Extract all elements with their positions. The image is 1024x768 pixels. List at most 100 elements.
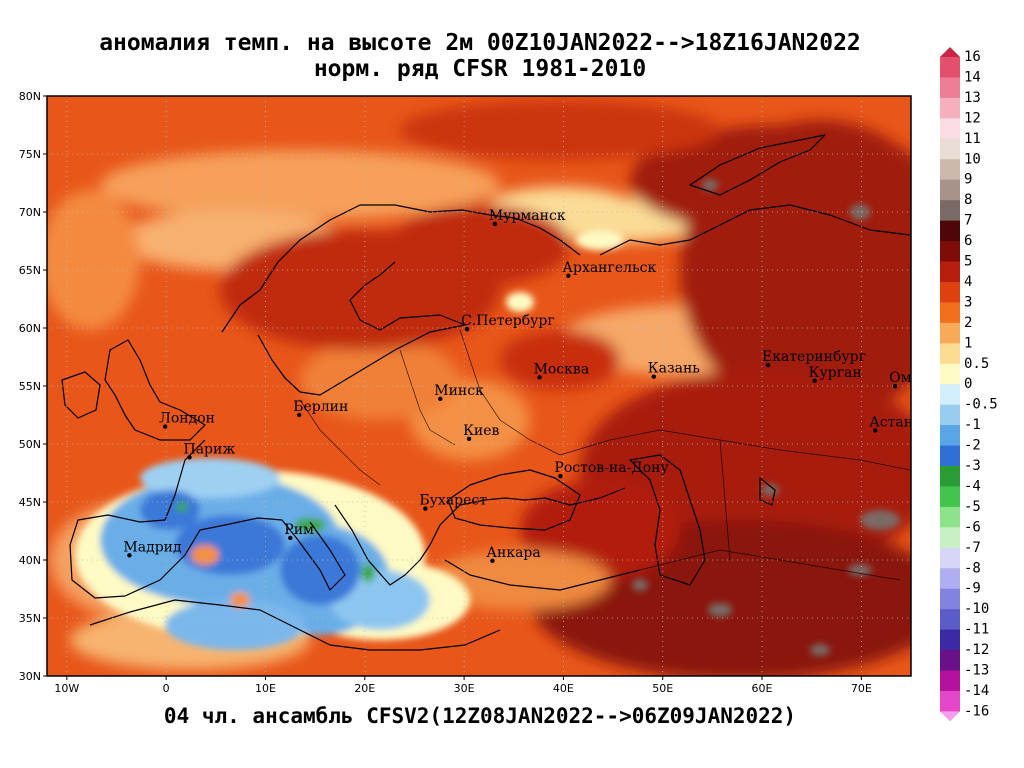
- lat-tick-label: 75N: [19, 148, 41, 161]
- city-label: Киев: [463, 423, 499, 439]
- lat-tick-label: 45N: [19, 496, 41, 509]
- city-marker: [288, 535, 293, 541]
- colorbar-label: 9: [964, 172, 972, 188]
- city-marker: [492, 221, 498, 227]
- city-marker: [566, 273, 571, 278]
- city-label: Бухарест: [419, 493, 487, 509]
- colorbar-label: 0: [964, 376, 972, 392]
- coastlines: [61, 134, 911, 651]
- colorbar-label: -6: [964, 519, 981, 535]
- colorbar-swatch: [940, 281, 960, 303]
- colorbar-swatch: [940, 547, 960, 569]
- anomaly-dark-russia: [500, 330, 620, 390]
- lon-tick-label: 10W: [54, 682, 79, 695]
- border-6: [719, 439, 731, 561]
- latitude-tick-labels: 30N 35N 40N 45N 50N 55N 60N 65N 70N 75N 80N: [19, 90, 47, 683]
- colorbar-label: -12: [964, 642, 989, 658]
- lat-tick-label: 70N: [19, 206, 41, 219]
- colorbar-swatch: [940, 77, 960, 99]
- coastline-ireland: [61, 371, 101, 419]
- border-5: [639, 549, 901, 581]
- coastline-arctic: [599, 204, 911, 256]
- anomaly-dark-barents: [390, 205, 570, 285]
- lat-tick-label: 35N: [19, 612, 41, 625]
- city-marker: [297, 412, 302, 418]
- lon-tick-label: 0: [163, 682, 170, 695]
- colorbar-label: 13: [964, 90, 981, 106]
- anomaly-brown-7: [848, 564, 872, 576]
- coastline-caspian: [629, 454, 706, 586]
- anomaly-dark-siberia-north: [630, 125, 911, 235]
- city-label: Москва: [534, 361, 590, 377]
- lon-tick-label: 40E: [553, 682, 574, 695]
- lon-tick-label: 10E: [255, 682, 276, 695]
- ensemble-footer: 04 чл. ансамбль CFSV2(12Z08JAN2022-->06Z…: [163, 704, 797, 728]
- colorbar-swatch: [940, 445, 960, 467]
- colorbar-label: 7: [964, 213, 972, 229]
- city-marker: [892, 384, 898, 389]
- anomaly-green-2: [361, 564, 375, 582]
- colorbar-swatch: [940, 506, 960, 528]
- city-label: Берлин: [293, 399, 348, 415]
- colorbar-swatch: [940, 486, 960, 508]
- country-borders: [299, 329, 911, 581]
- anomaly-brown-1: [850, 204, 870, 220]
- colorbar-swatch: [940, 404, 960, 426]
- city-marker: [438, 396, 443, 401]
- colorbar-label: -13: [964, 663, 989, 679]
- city-marker: [812, 378, 817, 383]
- city-label: Архангельск: [562, 260, 656, 276]
- colorbar-label: -4: [964, 478, 981, 494]
- anomaly-cold-france: [140, 458, 280, 498]
- colorbar-label: -9: [964, 581, 981, 597]
- colorbar-swatch: [940, 179, 960, 201]
- city-marker: [464, 326, 470, 332]
- city-label: Мурманск: [489, 208, 566, 224]
- colorbar-label: -14: [964, 683, 989, 699]
- colorbar-swatch: [940, 384, 960, 406]
- colorbar-bottom-arrow: [940, 711, 960, 722]
- colorbar-label: 11: [964, 131, 981, 147]
- colorbar-swatch: [940, 588, 960, 610]
- city-marker: [490, 558, 495, 564]
- anomaly-light-turkey: [430, 550, 610, 610]
- coastline-aral: [759, 477, 776, 506]
- city-label: Анкара: [486, 545, 540, 561]
- colorbar-swatch: [940, 650, 960, 671]
- lat-tick-label: 50N: [19, 438, 41, 451]
- colorbar-swatch: [940, 343, 960, 365]
- anomaly-brown-6: [632, 579, 648, 591]
- colorbar-label: 2: [964, 315, 972, 331]
- city-marker: [765, 362, 771, 368]
- anomaly-brown-5: [708, 603, 732, 617]
- coastline-novaya-zemlya: [689, 134, 826, 196]
- colorbar-swatch: [940, 670, 960, 692]
- colorbar-label: -16: [964, 703, 989, 719]
- city-label: Астана: [869, 414, 921, 430]
- colorbar-label: -7: [964, 540, 981, 556]
- lat-tick-label: 30N: [19, 670, 41, 683]
- colorbar-label: 10: [964, 151, 981, 167]
- city-marker: [423, 506, 428, 511]
- colorbar-swatch: [940, 220, 960, 242]
- colorbar-swatch: [940, 527, 960, 549]
- colorbar-swatch: [940, 159, 960, 181]
- title-line-2: норм. ряд CFSR 1981-2010: [313, 56, 647, 82]
- colorbar-label: 0.5: [964, 356, 989, 372]
- city-marker: [466, 436, 472, 441]
- anomaly-brown-8: [810, 644, 830, 656]
- city-label: Рим: [284, 522, 314, 538]
- colorbar-label: 14: [964, 69, 981, 85]
- colorbar-label: 16: [964, 49, 981, 65]
- anomaly-light-spot-white-sea: [506, 292, 534, 312]
- city-labels: Мурманск Архангельск С.Петербург Москва Каза…: [123, 208, 921, 564]
- colorbar-swatch: [940, 261, 960, 283]
- anomaly-green-3: [176, 502, 188, 512]
- colorbar-swatch: [940, 363, 960, 385]
- colorbar-label: -1: [964, 417, 981, 433]
- border-1: [459, 329, 561, 456]
- anomaly-brown-2: [702, 179, 718, 191]
- colorbar-label: 1: [964, 335, 972, 351]
- anomaly-warm-spot-2: [230, 592, 250, 608]
